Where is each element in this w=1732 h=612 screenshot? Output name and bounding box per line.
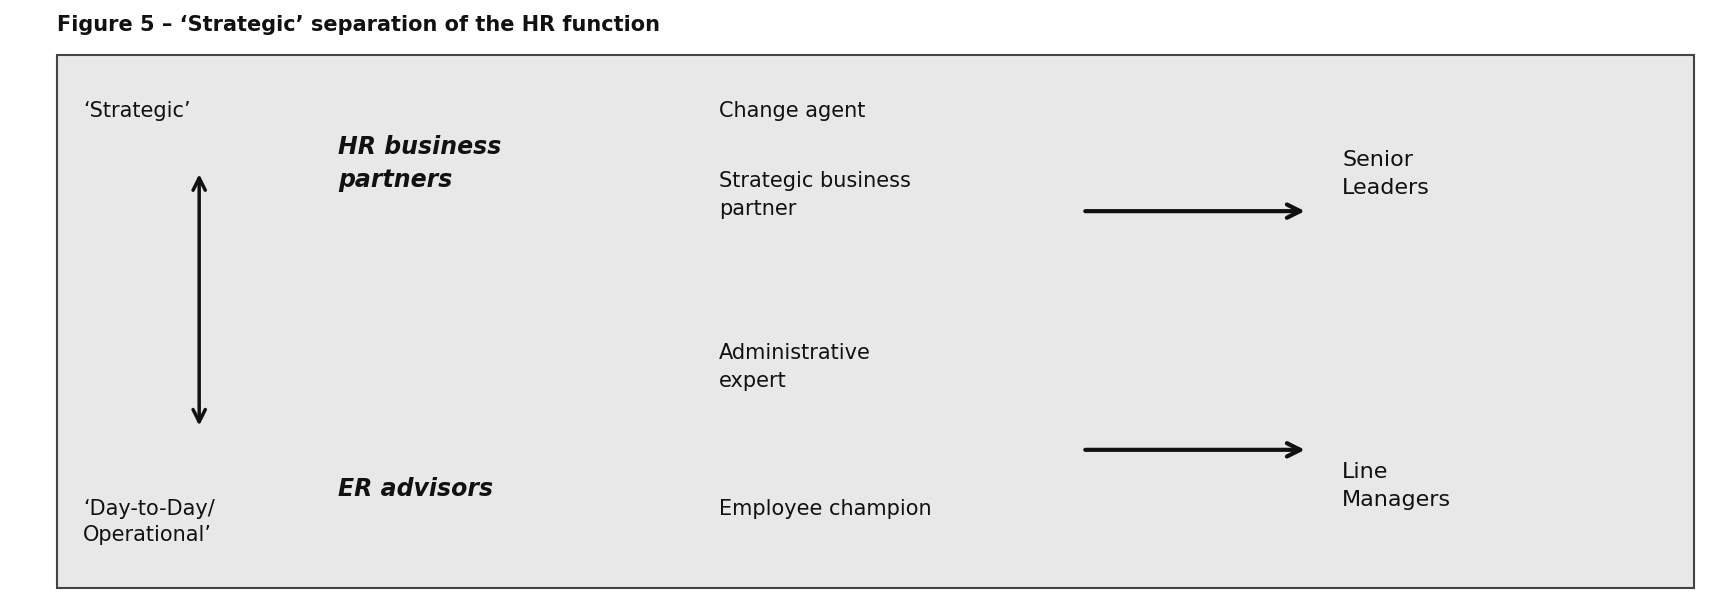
Text: ER advisors: ER advisors — [338, 477, 494, 501]
Text: Strategic business
partner: Strategic business partner — [719, 171, 911, 219]
Text: Senior
Leaders: Senior Leaders — [1342, 150, 1431, 198]
Text: Line
Managers: Line Managers — [1342, 462, 1451, 510]
Text: Figure 5 – ‘Strategic’ separation of the HR function: Figure 5 – ‘Strategic’ separation of the… — [57, 15, 660, 35]
Text: ‘Strategic’: ‘Strategic’ — [83, 101, 191, 121]
Text: Administrative
expert: Administrative expert — [719, 343, 871, 390]
Text: Employee champion: Employee champion — [719, 499, 932, 519]
FancyBboxPatch shape — [57, 55, 1694, 588]
Text: ‘Day-to-Day/
Operational’: ‘Day-to-Day/ Operational’ — [83, 499, 215, 545]
Text: Change agent: Change agent — [719, 101, 866, 121]
Text: HR business
partners: HR business partners — [338, 135, 501, 192]
